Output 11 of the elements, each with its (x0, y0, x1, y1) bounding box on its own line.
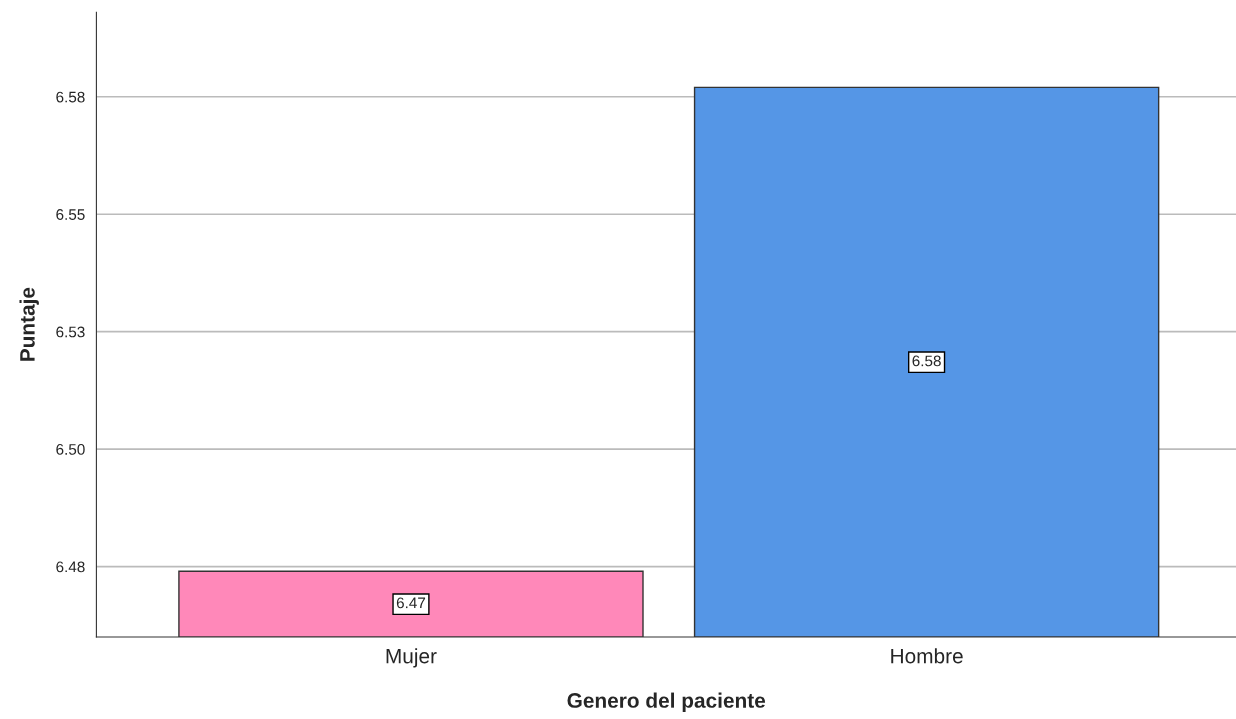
data-label: 6.47 (396, 597, 426, 609)
y-tick-label: 6.53 (56, 326, 85, 338)
y-axis-title: Puntaje (19, 287, 39, 361)
x-tick-label: Hombre (891, 648, 963, 664)
x-tick-label: Mujer (386, 648, 437, 668)
x-axis-title: Genero del paciente (567, 692, 766, 712)
y-tick-label: 6.58 (56, 91, 85, 103)
y-tick-label: 6.55 (56, 209, 85, 220)
data-label: 6.58 (912, 355, 941, 367)
y-tick-label: 6.50 (56, 443, 85, 455)
y-tick-label: 6.48 (56, 561, 85, 573)
